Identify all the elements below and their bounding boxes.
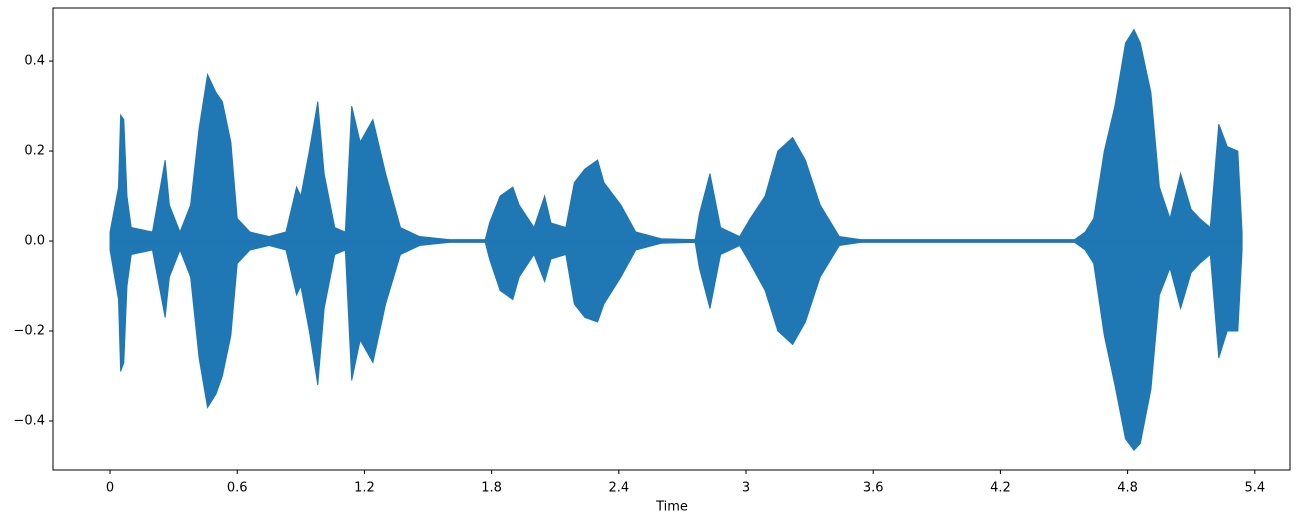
x-axis-label: Time: [655, 500, 688, 515]
x-tick-label: 1.8: [481, 481, 502, 496]
y-tick-label: −0.2: [13, 323, 45, 338]
y-tick-label: −0.4: [13, 413, 45, 428]
x-tick-label: 3.6: [863, 481, 884, 496]
x-tick-label: 0.6: [227, 481, 248, 496]
y-tick-label: 0.0: [24, 234, 45, 249]
x-tick-label: 4.2: [990, 481, 1011, 496]
x-tick-label: 4.8: [1117, 481, 1138, 496]
y-tick-label: 0.4: [24, 54, 45, 69]
x-tick-label: 5.4: [1244, 481, 1265, 496]
x-tick-label: 2.4: [608, 481, 629, 496]
y-tick-label: 0.2: [24, 144, 45, 159]
x-tick-label: 3: [742, 481, 750, 496]
waveform-area: [109, 240, 1243, 451]
x-tick-label: 1.2: [354, 481, 375, 496]
waveform-area: [109, 28, 1243, 242]
plot-frame: [52, 7, 1291, 471]
x-tick-label: 0: [106, 481, 114, 496]
